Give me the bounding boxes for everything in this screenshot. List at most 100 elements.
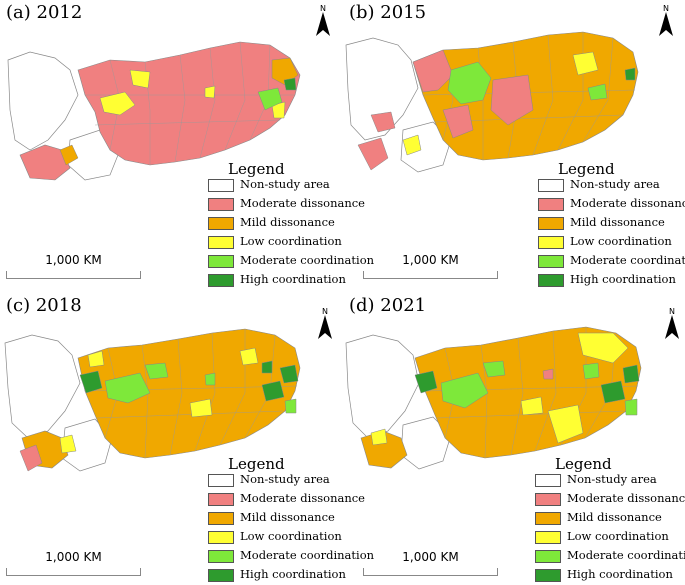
panel-title: (d) 2021 [349,295,427,316]
moderate-dissonance-zone [490,74,534,126]
non-study-region [4,334,81,439]
study-region-main [414,326,642,459]
moderate-coordination-zone [257,87,283,111]
north-arrow-icon [665,315,679,339]
north-arrow-icon [318,315,332,339]
scale-label: 1,000 KM [45,550,102,564]
legend-swatch [208,179,234,192]
non-study-region [345,334,420,439]
low-coordination-zone [239,347,259,366]
low-coordination-zone [402,134,422,156]
legend-item: Moderate dissonance [208,490,368,509]
legend-swatch [208,198,234,211]
scale-label: 1,000 KM [402,253,459,267]
legend: Legend Non-study area Moderate dissonanc… [208,455,374,585]
north-label: N [320,4,326,13]
moderate-coordination-zone [587,83,608,101]
low-coordination-zone [572,51,599,76]
moderate-coordination-zone [204,372,216,386]
legend-title: Legend [228,160,285,178]
legend-item: High coordination [538,271,685,290]
legend-label: Low coordination [240,234,342,248]
map-panel-2015: (b) 2015 N Legend Non-study area Moderat… [343,0,685,292]
legend-label: Non-study area [240,177,330,191]
legend-item: Low coordination [535,528,685,547]
legend-item: Non-study area [208,176,368,195]
high-coordination-zone [414,370,438,394]
high-coordination-zone [261,380,285,402]
legend-swatch [538,179,564,192]
legend-title: Legend [558,160,615,178]
moderate-coordination-zone [447,61,492,105]
legend-swatch [538,217,564,230]
legend-item: Moderate dissonance [535,490,685,509]
map-panel-2012: (a) 2012 N Legend Non-study area Moderat… [0,0,374,292]
legend-swatch [535,569,561,582]
moderate-dissonance-zone [370,111,396,133]
moderate-dissonance-zone [19,444,43,472]
moderate-dissonance-zone [442,104,474,139]
study-region-south [19,144,71,181]
legend-item: Low coordination [208,528,368,547]
legend-item: Low coordination [538,233,685,252]
region-map [7,41,301,181]
legend-label: Low coordination [570,234,672,248]
legend-item: Moderate coordination [208,252,374,271]
legend-item: Mild dissonance [535,509,685,528]
legend-swatch [208,550,234,563]
legend-swatch [208,217,234,230]
legend-label: Moderate coordination [240,253,375,267]
scale-bar: 1,000 KM [363,253,498,283]
legend-item: Mild dissonance [538,214,685,233]
legend-label: Moderate dissonance [567,491,685,505]
legend-item: High coordination [535,566,685,585]
legend-swatch [538,236,564,249]
map-panel-2018: (c) 2018 N Legend Non-study area Moderat… [0,293,374,585]
legend-label: High coordination [570,272,676,286]
legend-label: Mild dissonance [240,510,335,524]
moderate-dissonance-zone [357,137,389,171]
legend-label: Non-study area [570,177,660,191]
non-study-region [345,37,419,141]
north-label: N [322,307,328,316]
legend-item: Low coordination [208,233,368,252]
low-coordination-zone [189,398,213,418]
legend-swatch [538,274,564,287]
region-map [4,328,301,472]
low-coordination-zone [59,434,77,454]
legend-label: High coordination [240,567,346,581]
legend-swatch [535,531,561,544]
legend-item: Moderate coordination [535,547,685,566]
mild-dissonance-zone [59,144,79,166]
scale-bar: 1,000 KM [6,550,141,580]
legend-label: Moderate coordination [570,253,685,267]
legend-item: Non-study area [208,471,368,490]
high-coordination-zone [622,364,640,384]
region-map [345,326,642,470]
legend-swatch [208,274,234,287]
moderate-coordination-zone [104,372,151,404]
scale-bar: 1,000 KM [363,550,498,580]
low-coordination-zone [547,404,584,444]
legend-label: Moderate coordination [240,548,375,562]
legend: Legend Non-study area Moderate dissonanc… [208,160,374,290]
map-panel-2021: (d) 2021 N Legend Non-study area Moderat… [343,293,685,585]
legend-label: Mild dissonance [240,215,335,229]
north-arrow-icon [316,12,330,36]
legend-label: Low coordination [567,529,669,543]
high-coordination-zone [279,364,299,384]
low-coordination-zone [87,350,105,368]
moderate-coordination-zone [440,372,489,409]
high-coordination-zone [283,77,297,91]
panel-title: (a) 2012 [6,2,83,23]
non-study-region [7,51,79,151]
legend-swatch [538,255,564,268]
legend-swatch [208,512,234,525]
low-coordination-zone [99,91,136,116]
legend: Legend Non-study area Moderate dissonanc… [538,160,685,290]
scale-bar-line [363,568,498,576]
moderate-dissonance-zone [412,49,454,93]
scale-label: 1,000 KM [402,550,459,564]
legend-label: Moderate dissonance [570,196,685,210]
legend-item: Non-study area [538,176,685,195]
